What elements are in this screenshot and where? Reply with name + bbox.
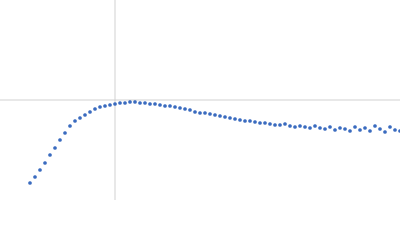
point <box>213 113 217 117</box>
point <box>218 114 222 118</box>
point <box>88 110 92 114</box>
point <box>153 102 157 106</box>
point <box>208 112 212 116</box>
point <box>138 101 142 105</box>
point <box>238 118 242 122</box>
point <box>308 126 312 130</box>
point <box>163 104 167 108</box>
point <box>273 123 277 127</box>
point <box>228 116 232 120</box>
point <box>278 123 282 127</box>
point <box>53 146 57 150</box>
point <box>28 181 32 185</box>
point <box>93 107 97 111</box>
point <box>188 108 192 112</box>
point <box>203 111 207 115</box>
point <box>268 122 272 126</box>
point <box>68 124 72 128</box>
point <box>193 110 197 114</box>
point <box>288 124 292 128</box>
point <box>253 120 257 124</box>
point <box>63 131 67 135</box>
point <box>128 100 132 104</box>
point <box>333 128 337 132</box>
point <box>318 126 322 130</box>
point <box>123 101 127 105</box>
point <box>173 105 177 109</box>
point <box>298 124 302 128</box>
point <box>133 100 137 104</box>
point <box>83 113 87 117</box>
point <box>78 116 82 120</box>
point <box>143 101 147 105</box>
point <box>98 105 102 109</box>
point <box>338 126 342 130</box>
point <box>233 117 237 121</box>
point <box>178 106 182 110</box>
point <box>148 102 152 106</box>
point <box>313 124 317 128</box>
point <box>363 126 367 130</box>
point <box>108 103 112 107</box>
point <box>168 104 172 108</box>
point <box>263 121 267 125</box>
point <box>33 175 37 179</box>
point <box>258 121 262 125</box>
point <box>243 119 247 123</box>
point <box>373 124 377 128</box>
point <box>293 125 297 129</box>
point <box>323 127 327 131</box>
point <box>353 125 357 129</box>
point <box>223 115 227 119</box>
point <box>43 161 47 165</box>
point <box>283 122 287 126</box>
point <box>343 127 347 131</box>
point <box>103 104 107 108</box>
point <box>113 102 117 106</box>
point <box>48 153 52 157</box>
point <box>358 128 362 132</box>
point <box>183 107 187 111</box>
point <box>73 119 77 123</box>
point <box>198 111 202 115</box>
point <box>118 101 122 105</box>
point <box>158 103 162 107</box>
point <box>38 168 42 172</box>
chart <box>0 0 400 200</box>
point <box>393 128 397 132</box>
point <box>368 129 372 133</box>
point <box>383 130 387 134</box>
point <box>248 119 252 123</box>
point <box>328 125 332 129</box>
point <box>303 125 307 129</box>
point <box>348 129 352 133</box>
point <box>378 127 382 131</box>
point <box>58 138 62 142</box>
point <box>388 125 392 129</box>
